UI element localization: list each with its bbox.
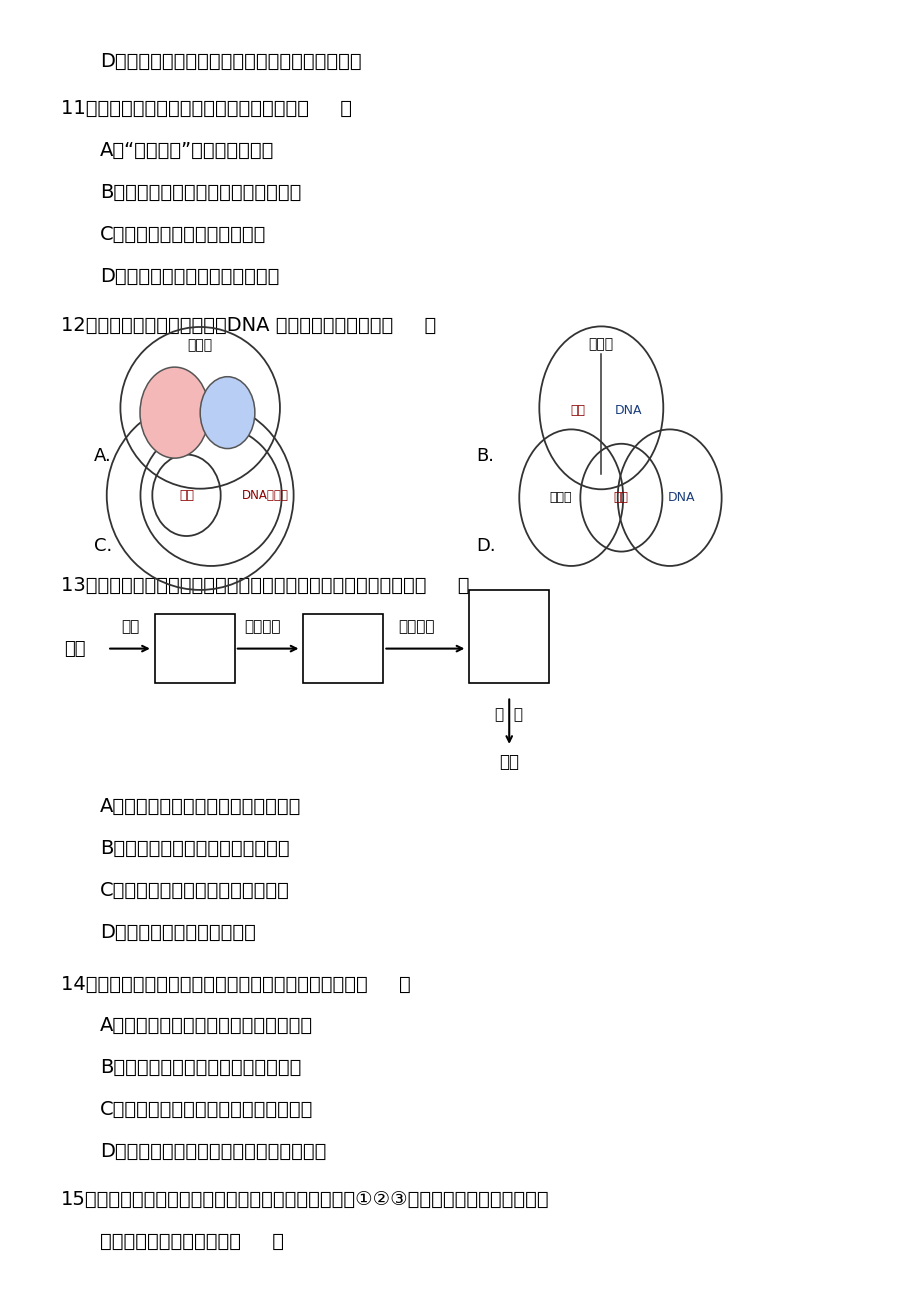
Text: DNA: DNA: [213, 406, 241, 419]
Text: 染色体: 染色体: [187, 339, 212, 353]
FancyBboxPatch shape: [154, 613, 234, 684]
Text: 它跃起时，收缩的肌肉是（     ）: 它跃起时，收缩的肌肉是（ ）: [100, 1232, 284, 1251]
Text: 14．下列有关神经调节和激素调节的叙述中，正确的是（     ）: 14．下列有关神经调节和激素调节的叙述中，正确的是（ ）: [61, 974, 410, 993]
Text: D．青蛙的皮肤里密布毛细血管，有利于气体交换: D．青蛙的皮肤里密布毛细血管，有利于气体交换: [100, 52, 361, 72]
Text: 基因: 基因: [570, 404, 584, 417]
Text: 粘膜: 粘膜: [185, 655, 205, 673]
Text: 分  泌: 分 泌: [494, 707, 523, 723]
Text: C.: C.: [94, 536, 111, 555]
Text: D．这一过程属于非条件反射: D．这一过程属于非条件反射: [100, 923, 255, 941]
Circle shape: [140, 367, 209, 458]
Text: 基因: 基因: [179, 488, 194, 501]
Text: 基因: 基因: [613, 491, 629, 504]
Text: 口腔: 口腔: [185, 628, 205, 646]
Text: C．图中所示反射弧的感受器是胰腺: C．图中所示反射弧的感受器是胰腺: [100, 881, 289, 900]
Text: D．幼年时期生长激素分泌不足会患呆小症: D．幼年时期生长激素分泌不足会患呆小症: [100, 1142, 326, 1161]
Text: D.: D.: [476, 536, 495, 555]
Text: D．生长激素分泌不足会患呆小症: D．生长激素分泌不足会患呆小症: [100, 267, 279, 285]
Text: B.: B.: [476, 447, 494, 465]
Text: 11．下列关于生命活动调节的叙述正确的是（     ）: 11．下列关于生命活动调节的叙述正确的是（ ）: [61, 99, 351, 118]
Text: 传入神经: 传入神经: [244, 620, 280, 634]
FancyBboxPatch shape: [469, 590, 549, 684]
Text: 基因: 基因: [167, 406, 182, 419]
Text: B．谈虎色变属于人类特有的反射活动: B．谈虎色变属于人类特有的反射活动: [100, 1059, 301, 1077]
Text: B．胰岛素分泌过多，会使人患糖尿病: B．胰岛素分泌过多，会使人患糖尿病: [100, 182, 301, 202]
Text: 食物: 食物: [64, 639, 86, 658]
Text: B．胰腺内的胰岛还可以分泌胰岛素: B．胰腺内的胰岛还可以分泌胰岛素: [100, 840, 289, 858]
FancyBboxPatch shape: [303, 613, 383, 684]
Text: DNA: DNA: [667, 491, 695, 504]
Text: 13．如图为人体胰腺分泌胰液的调节过程，下列相关说法错误的是（     ）: 13．如图为人体胰腺分泌胰液的调节过程，下列相关说法错误的是（ ）: [61, 575, 469, 595]
Text: DNA染色体: DNA染色体: [242, 488, 289, 501]
Text: 神经: 神经: [333, 628, 353, 646]
Text: A．“望梅止渴”是一种复杂反射: A．“望梅止渴”是一种复杂反射: [100, 141, 274, 160]
Circle shape: [200, 376, 255, 449]
Text: 传出神经: 传出神经: [398, 620, 434, 634]
Text: C．馒是甲状腺激素必不可少的重要成分: C．馒是甲状腺激素必不可少的重要成分: [100, 1100, 313, 1120]
Text: DNA: DNA: [614, 404, 641, 417]
Text: 刺激: 刺激: [120, 620, 139, 634]
Text: 染色体: 染色体: [549, 491, 571, 504]
Text: A．含羞草受到刺激后叶片合拢属于反射: A．含羞草受到刺激后叶片合拢属于反射: [100, 1017, 312, 1035]
Text: C．人体的听觉感受器位于鼓膜: C．人体的听觉感受器位于鼓膜: [100, 225, 266, 243]
Text: A．胰腺分泌的胰液通过导管进入小肠: A．胰腺分泌的胰液通过导管进入小肠: [100, 797, 301, 816]
Text: 胰液: 胰液: [499, 754, 518, 771]
Text: 中枢: 中枢: [333, 655, 353, 673]
Text: 15．如图表示一只青蛙在安静时，其腿部肌肉的状态（①②③分别代表不同的肌肉）。当: 15．如图表示一只青蛙在安静时，其腿部肌肉的状态（①②③分别代表不同的肌肉）。当: [61, 1190, 549, 1210]
Text: 胰腺: 胰腺: [499, 618, 518, 637]
Text: 染色体: 染色体: [588, 337, 613, 352]
Text: A.: A.: [94, 447, 111, 465]
Text: 12．下列能正确表示染色体、DNA 和基因之间关系的是（     ）: 12．下列能正确表示染色体、DNA 和基因之间关系的是（ ）: [61, 315, 436, 335]
